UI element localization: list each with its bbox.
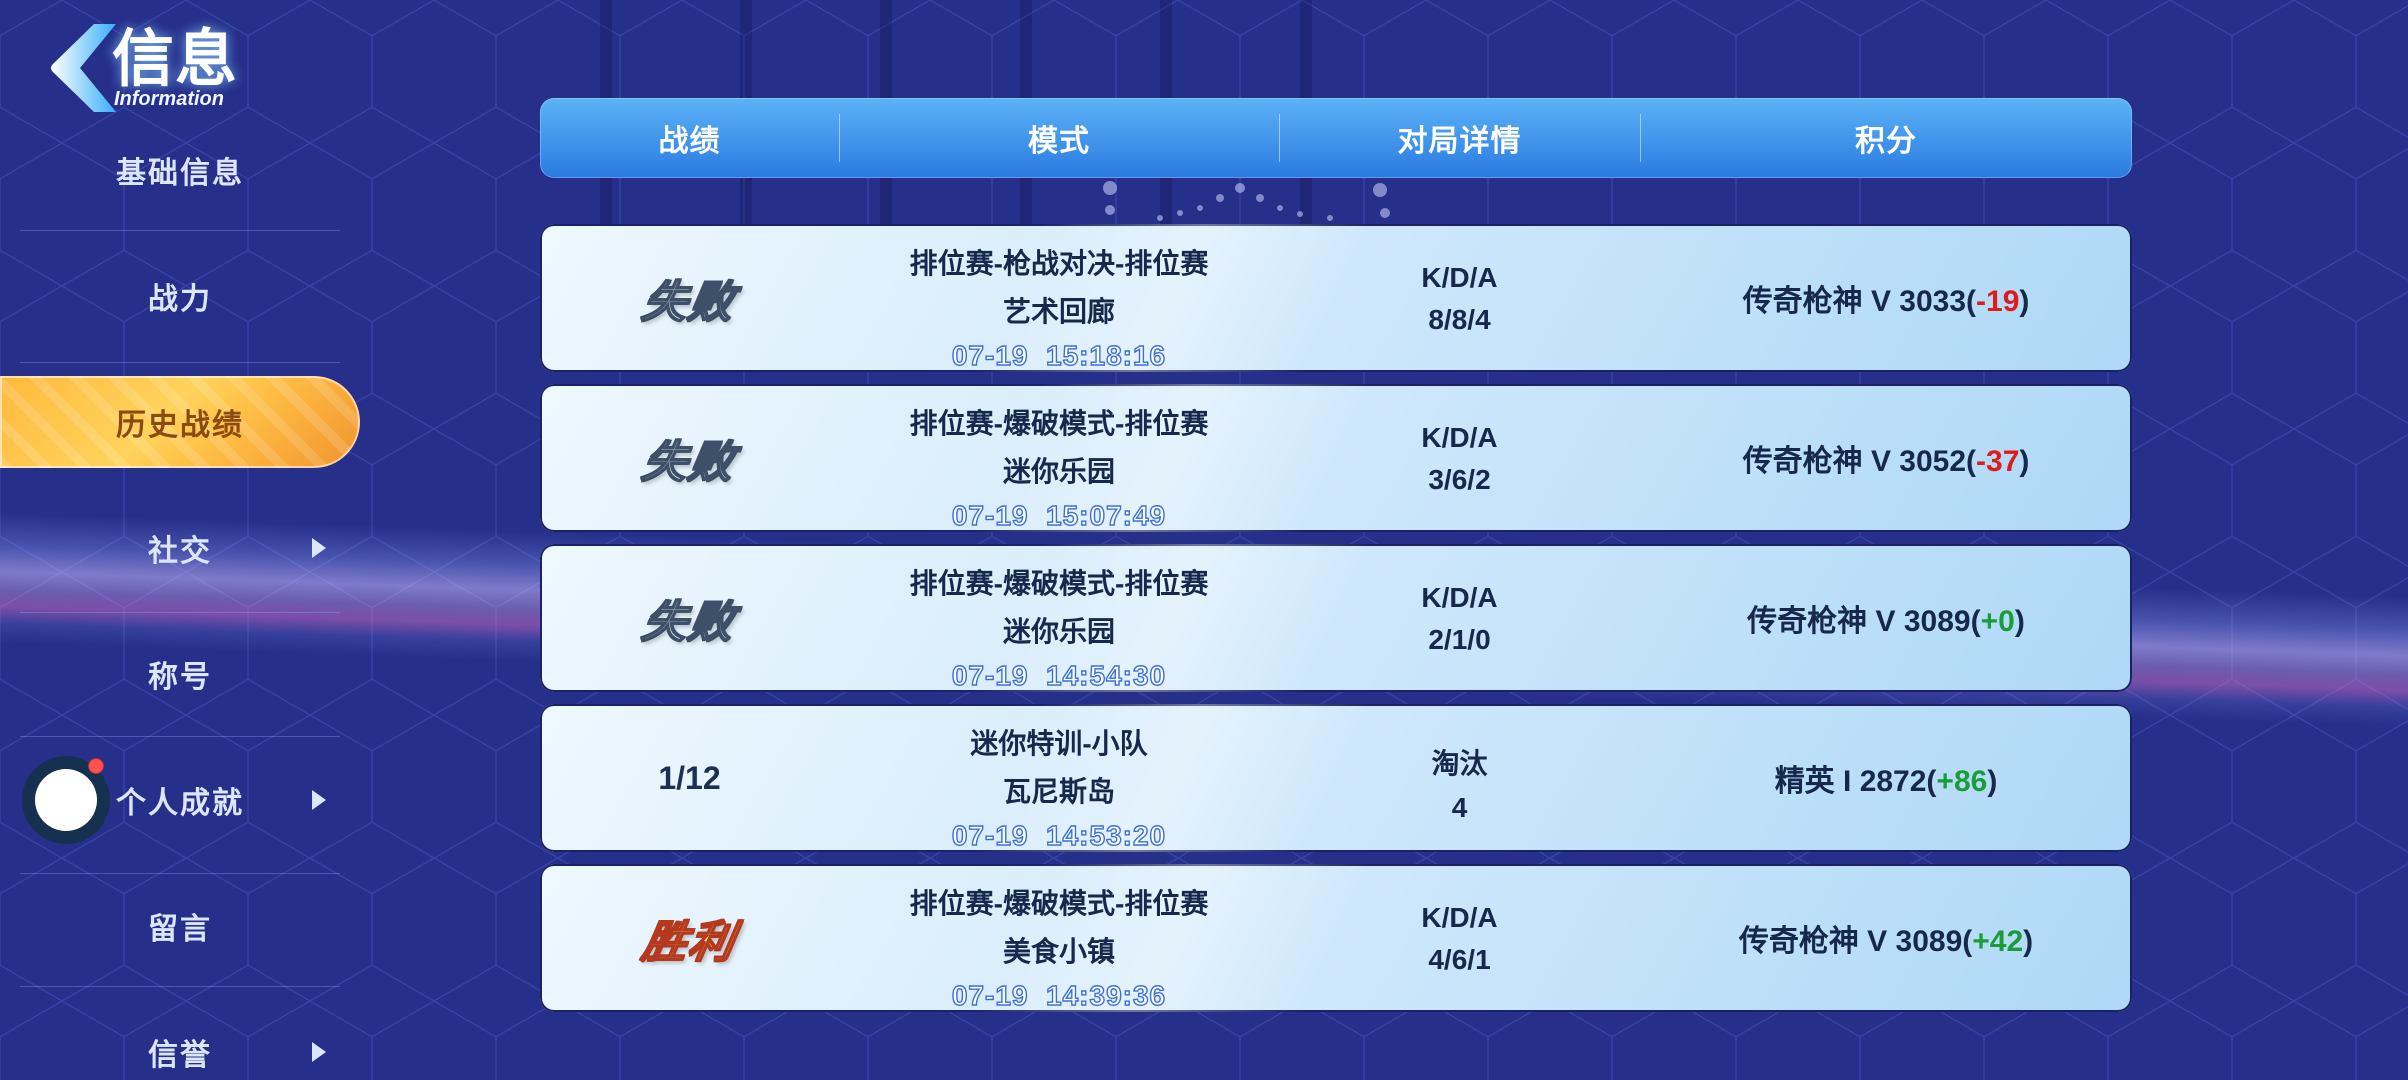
svg-text:Information: Information <box>114 88 224 110</box>
svg-text:信息: 信息 <box>112 25 238 94</box>
